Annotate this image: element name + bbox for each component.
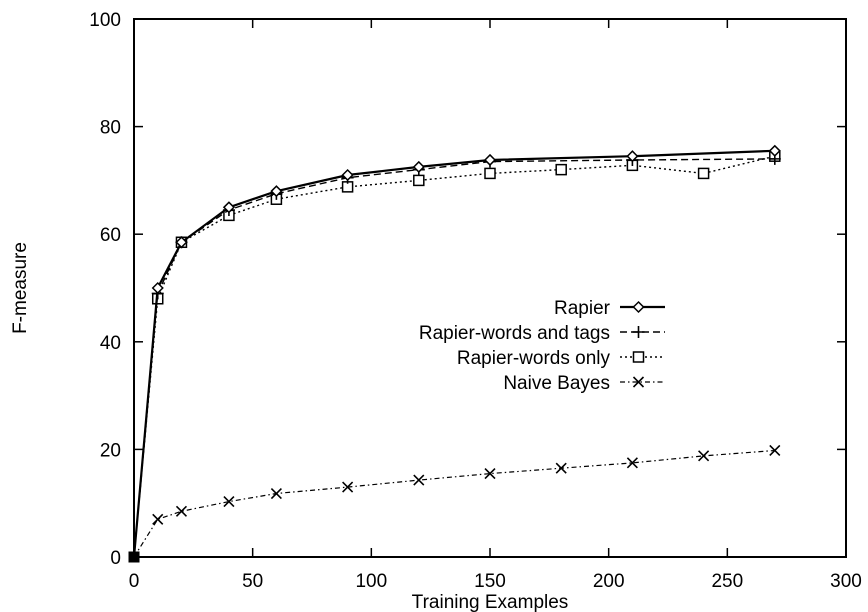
data-point: [626, 457, 638, 469]
x-tick-label: 300: [830, 571, 862, 592]
legend-label: Rapier: [554, 298, 611, 319]
data-point: [342, 481, 354, 493]
data-point: [483, 153, 497, 167]
x-tick-label: 150: [474, 571, 506, 592]
y-tick-label: 60: [100, 225, 121, 246]
data-point: [413, 174, 425, 187]
y-tick-label: 40: [100, 333, 121, 354]
y-tick-label: 20: [100, 440, 121, 461]
series-line: [133, 158, 775, 558]
data-point: [555, 462, 567, 474]
data-point: [152, 513, 164, 525]
data-point: [412, 160, 425, 174]
legend: Rapier Rapier-words and tags Rapier-words …: [419, 298, 665, 394]
axis-ticks: 0 50 100 150 200 250 300 0 20 40 60 80 100: [89, 10, 862, 592]
y-axis-label: F-measure: [10, 242, 31, 334]
x-tick-label: 100: [355, 571, 387, 592]
legend-label: Naive Bayes: [503, 373, 610, 394]
data-point: [484, 167, 496, 180]
legend-entry-3: Naive Bayes: [503, 373, 665, 394]
data-point: [175, 236, 188, 249]
series-0: [132, 144, 781, 558]
legend-entry-2: Rapier-words only: [457, 348, 665, 369]
x-tick-label: 0: [129, 571, 140, 592]
data-point: [697, 167, 710, 180]
x-tick-label: 200: [593, 571, 625, 592]
data-point: [555, 163, 567, 176]
y-tick-label: 80: [100, 118, 121, 139]
data-point: [222, 201, 235, 214]
x-tick-label: 50: [242, 571, 263, 592]
series-line: [133, 449, 775, 558]
series-3: [133, 444, 781, 558]
y-tick-label: 100: [89, 10, 121, 31]
data-point: [270, 185, 283, 198]
legend-marker: [632, 326, 645, 338]
series-layer: [128, 144, 781, 563]
legend-marker: [632, 376, 645, 388]
x-axis-label: Training Examples: [412, 592, 569, 612]
data-point: [698, 450, 710, 462]
data-point: [769, 444, 781, 457]
data-point: [413, 474, 425, 486]
legend-marker: [632, 300, 645, 314]
data-point: [341, 168, 354, 182]
data-point: [626, 150, 639, 163]
legend-entry-0: Rapier: [554, 298, 665, 319]
y-tick-label: 0: [110, 548, 121, 569]
legend-entry-1: Rapier-words and tags: [419, 323, 665, 344]
data-point: [223, 496, 235, 508]
data-point: [484, 468, 496, 480]
origin-point: [128, 551, 140, 563]
x-tick-label: 250: [711, 571, 743, 592]
legend-marker: [632, 351, 645, 363]
plot-frame: [133, 18, 847, 558]
data-point: [151, 281, 164, 295]
series-line: [132, 149, 775, 558]
legend-label: Rapier-words only: [457, 348, 611, 369]
data-point: [768, 144, 781, 157]
legend-label: Rapier-words and tags: [419, 323, 610, 344]
data-point: [175, 505, 188, 517]
data-point: [270, 487, 282, 500]
